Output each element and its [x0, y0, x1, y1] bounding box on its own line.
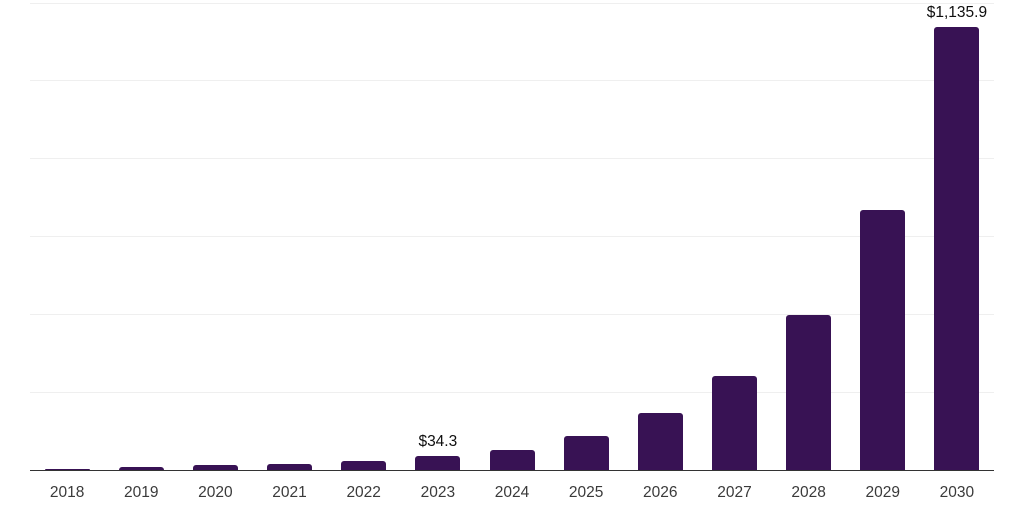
x-tick-label: 2019 — [123, 483, 159, 501]
x-axis-labels: 2018 2019 2020 2021 2022 2023 2024 2025 2026 2027… — [0, 484, 1024, 504]
gridline — [30, 313, 994, 315]
x-tick-label: 2021 — [272, 483, 307, 501]
bar — [44, 468, 90, 470]
bar — [786, 315, 832, 470]
x-tick-label: 2025 — [568, 483, 604, 501]
gridline — [30, 236, 994, 237]
x-tick-label: 2028 — [791, 483, 826, 501]
x-tick-label: 2020 — [198, 483, 233, 501]
gridline — [30, 391, 994, 393]
plot-area: $34.3 $1,135.9 — [30, 2, 994, 470]
x-tick-label: 2029 — [865, 483, 900, 501]
x-tick-label: 2024 — [494, 483, 530, 501]
x-tick-label: 2018 — [49, 483, 85, 501]
bar — [415, 456, 461, 470]
bar — [267, 463, 313, 470]
x-tick-label: 2022 — [346, 483, 381, 501]
bar-value-label: $1,135.9 — [926, 3, 988, 21]
bar — [860, 209, 906, 470]
bar — [341, 460, 387, 470]
x-axis-line — [30, 469, 994, 472]
bar-value-label: $34.3 — [418, 432, 458, 450]
x-tick-label: 2027 — [717, 483, 752, 501]
bar — [192, 465, 238, 470]
bar — [637, 413, 683, 470]
bar — [489, 449, 535, 470]
gridline — [30, 80, 994, 82]
x-tick-label: 2026 — [643, 483, 678, 501]
x-tick-label: 2023 — [420, 483, 456, 501]
bar — [934, 27, 980, 470]
bar — [711, 376, 757, 470]
x-tick-label: 2030 — [939, 483, 975, 501]
gridline — [30, 2, 994, 4]
bar — [118, 466, 164, 470]
bar — [563, 435, 609, 470]
gridline — [30, 158, 994, 160]
